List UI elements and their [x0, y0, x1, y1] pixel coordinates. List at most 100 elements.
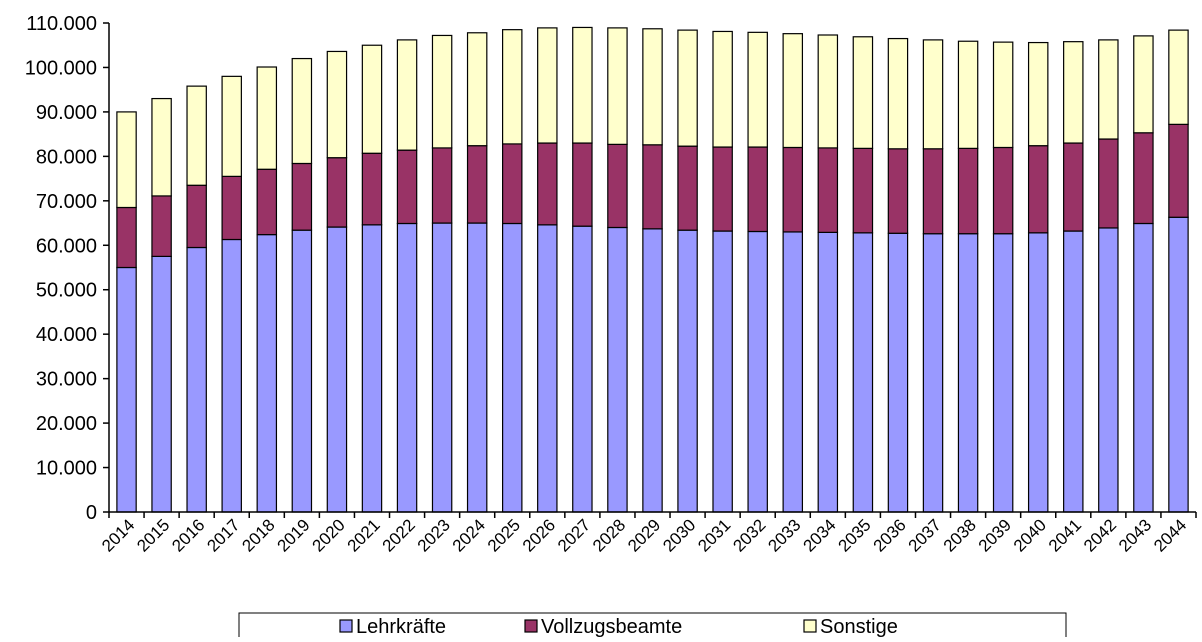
bar-sonstige-2031	[712, 30, 733, 148]
bar-vollzugsbeamte-2031	[712, 146, 733, 232]
y-tick-label: 0	[86, 502, 97, 524]
legend-label-lehrkräfte: Lehrkräfte	[356, 616, 446, 637]
x-tick-label: 2016	[168, 515, 208, 555]
bar-vollzugsbeamte-2042	[1098, 138, 1119, 229]
bar-sonstige-2027	[572, 26, 593, 144]
y-tick-label: 90.000	[36, 102, 97, 124]
x-tick-label: 2019	[273, 515, 313, 555]
bar-sonstige-2029	[642, 28, 663, 146]
x-tick-label: 2017	[203, 515, 243, 555]
bar-vollzugsbeamte-2021	[361, 152, 383, 226]
bar-lehrkräfte-2032	[747, 230, 768, 513]
bar-vollzugsbeamte-2035	[852, 147, 874, 234]
bar-vollzugsbeamte-2015	[151, 195, 172, 257]
bar-lehrkräfte-2031	[712, 230, 733, 513]
bar-lehrkräfte-2041	[1063, 230, 1084, 513]
y-tick-label: 50.000	[36, 280, 97, 302]
bar-sonstige-2041	[1063, 41, 1084, 144]
y-tick-label: 70.000	[36, 191, 97, 213]
x-tick-label: 2024	[449, 515, 489, 555]
legend-swatch-sonstige	[803, 619, 817, 633]
x-axis: 2014201520162017201820192020202120222023…	[98, 511, 1197, 556]
bar-sonstige-2030	[677, 29, 698, 147]
y-tick-label: 30.000	[36, 369, 97, 391]
bar-vollzugsbeamte-2032	[747, 146, 768, 233]
bar-sonstige-2037	[922, 39, 944, 150]
bar-lehrkräfte-2029	[642, 228, 663, 513]
y-tick-label: 100.000	[25, 57, 97, 79]
bar-lehrkräfte-2025	[502, 222, 523, 513]
bar-vollzugsbeamte-2043	[1133, 132, 1154, 225]
x-tick-label: 2021	[344, 515, 384, 555]
bar-lehrkräfte-2024	[466, 222, 488, 513]
bar-lehrkräfte-2037	[922, 233, 944, 513]
bar-lehrkräfte-2035	[852, 232, 874, 513]
bar-sonstige-2014	[116, 111, 137, 209]
bar-sonstige-2023	[431, 34, 453, 149]
legend: Lehrkräfte Vollzugsbeamte Sonstige	[238, 612, 1067, 642]
y-tick-label: 10.000	[36, 458, 97, 480]
bar-vollzugsbeamte-2017	[221, 175, 242, 241]
bar-lehrkräfte-2036	[887, 232, 909, 513]
bar-vollzugsbeamte-2019	[291, 162, 313, 231]
bar-sonstige-2039	[992, 41, 1014, 149]
y-tick-label: 80.000	[36, 146, 97, 168]
bar-vollzugsbeamte-2023	[431, 147, 453, 224]
x-tick-label: 2018	[238, 515, 278, 555]
bar-sonstige-2016	[186, 85, 207, 186]
bar-sonstige-2024	[466, 32, 488, 147]
bar-lehrkräfte-2026	[537, 224, 558, 513]
bar-sonstige-2019	[291, 57, 313, 165]
bar-vollzugsbeamte-2022	[396, 149, 418, 225]
bar-lehrkräfte-2022	[396, 222, 418, 513]
bar-sonstige-2034	[817, 34, 839, 149]
bar-vollzugsbeamte-2030	[677, 145, 698, 231]
bar-vollzugsbeamte-2026	[537, 142, 558, 226]
x-tick-label: 2037	[905, 515, 945, 555]
bar-vollzugsbeamte-2040	[1027, 145, 1049, 234]
x-tick-label: 2029	[624, 515, 664, 555]
bar-vollzugsbeamte-2038	[957, 147, 979, 235]
bars-layer	[116, 26, 1189, 513]
x-tick-label: 2036	[870, 515, 910, 555]
bar-lehrkräfte-2030	[677, 229, 698, 513]
bar-lehrkräfte-2027	[572, 225, 593, 513]
x-tick-label: 2025	[484, 515, 524, 555]
bar-vollzugsbeamte-2025	[502, 143, 523, 225]
y-tick-label: 20.000	[36, 413, 97, 435]
bar-sonstige-2021	[361, 44, 383, 154]
x-tick-label: 2032	[729, 515, 769, 555]
x-tick-label: 2023	[414, 515, 454, 555]
bar-sonstige-2025	[502, 29, 523, 145]
legend-label-sonstige: Sonstige	[820, 616, 898, 637]
x-tick-label: 2030	[659, 515, 699, 555]
bar-vollzugsbeamte-2034	[817, 147, 839, 233]
bar-vollzugsbeamte-2016	[186, 184, 207, 249]
bar-sonstige-2042	[1098, 39, 1119, 140]
bar-lehrkräfte-2034	[817, 231, 839, 513]
bar-lehrkräfte-2033	[782, 231, 804, 513]
x-tick-label: 2027	[554, 515, 594, 555]
bar-sonstige-2036	[887, 37, 909, 150]
y-tick-label: 110.000	[26, 13, 97, 35]
bar-sonstige-2040	[1027, 41, 1049, 147]
bar-vollzugsbeamte-2029	[642, 144, 663, 230]
bar-lehrkräfte-2017	[221, 238, 242, 513]
bar-lehrkräfte-2016	[186, 246, 207, 513]
bar-vollzugsbeamte-2041	[1063, 142, 1084, 232]
bar-sonstige-2035	[852, 36, 874, 149]
bar-sonstige-2017	[221, 75, 242, 177]
bar-vollzugsbeamte-2044	[1168, 123, 1189, 218]
legend-swatch-vollzugsbeamte	[524, 619, 538, 633]
y-tick-label: 60.000	[36, 235, 97, 257]
bar-sonstige-2026	[537, 27, 558, 144]
bar-lehrkräfte-2039	[992, 233, 1014, 513]
x-tick-label: 2042	[1080, 515, 1120, 555]
bar-sonstige-2038	[957, 40, 979, 149]
bar-lehrkräfte-2023	[431, 222, 453, 513]
bar-vollzugsbeamte-2037	[922, 148, 944, 235]
bar-vollzugsbeamte-2027	[572, 142, 593, 227]
bar-lehrkräfte-2043	[1133, 222, 1154, 513]
